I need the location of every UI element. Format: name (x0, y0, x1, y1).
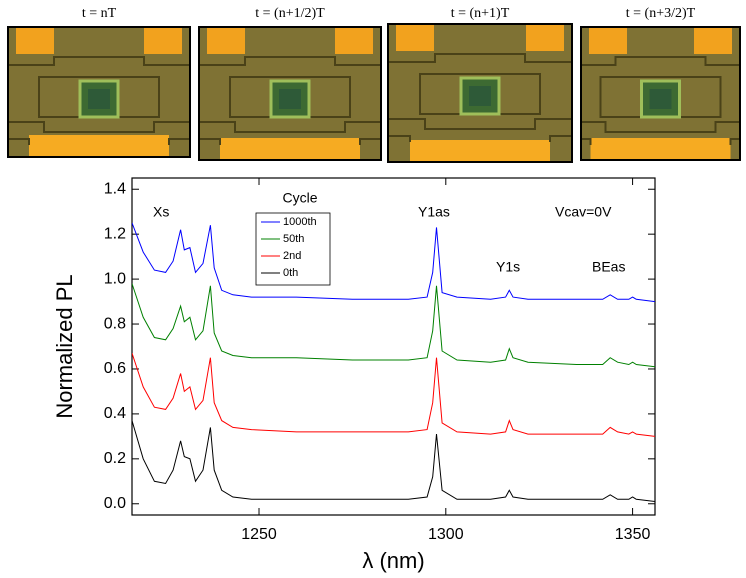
panel-caption: t = nT (82, 6, 117, 21)
panel-caption: t = (n+1)T (451, 6, 510, 21)
annotation: Vcav=0V (555, 204, 612, 220)
pad (590, 138, 731, 160)
pad (694, 27, 732, 54)
micrograph (388, 24, 572, 162)
trace (8, 56, 190, 145)
y-tick-label: 0.6 (104, 360, 126, 377)
plot-frame (131, 177, 656, 516)
pad (589, 27, 627, 54)
pad (335, 27, 373, 54)
pad (526, 24, 564, 51)
y-tick-label: 0.2 (104, 450, 126, 467)
pad (144, 27, 182, 54)
spectrum-line (132, 222, 655, 303)
micrograph (581, 27, 740, 160)
y-axis-title: Normalized PL (52, 274, 77, 418)
y-tick-label: 1.2 (104, 225, 126, 242)
panel-caption: t = (n+3/2)T (626, 6, 696, 21)
panel-frame (387, 23, 573, 163)
legend-label: 50th (283, 233, 304, 245)
pad (410, 140, 550, 162)
spectrum-line (132, 283, 655, 368)
trace (199, 56, 381, 145)
pad (207, 27, 245, 54)
y-tick-label: 1.0 (104, 270, 126, 287)
legend-label: 0th (283, 267, 298, 279)
legend-label: 1000th (283, 216, 317, 228)
legend-title: Cycle (282, 190, 317, 206)
pad (29, 135, 169, 157)
micrograph (8, 27, 190, 157)
membrane-core (88, 89, 110, 109)
spectrum-line (132, 420, 655, 502)
legend-label: 2nd (283, 250, 301, 262)
x-axis-title: λ (nm) (362, 548, 424, 573)
panel-caption: t = (n+1/2)T (255, 6, 325, 21)
y-tick-label: 1.4 (104, 180, 126, 197)
pad (16, 27, 54, 54)
trace (581, 56, 740, 145)
x-tick-label: 1350 (615, 526, 651, 543)
trace (388, 53, 572, 142)
membrane-core (469, 86, 491, 106)
y-tick-label: 0.4 (104, 405, 126, 422)
membrane-core (649, 89, 672, 109)
annotation: BEas (592, 259, 625, 275)
pad (396, 24, 434, 51)
micrograph (199, 27, 381, 160)
membrane-core (279, 89, 301, 109)
panel-frame (7, 26, 191, 158)
panel-frame (198, 26, 382, 161)
annotation: Xs (153, 204, 169, 220)
annotation: Y1s (496, 259, 520, 275)
y-tick-label: 0.0 (104, 495, 126, 512)
annotation: Y1as (418, 204, 450, 220)
x-tick-label: 1250 (241, 526, 277, 543)
x-tick-label: 1300 (428, 526, 464, 543)
spectrum-line (132, 353, 655, 437)
pad (220, 138, 360, 160)
panel-frame (580, 26, 741, 161)
y-tick-label: 0.8 (104, 315, 126, 332)
